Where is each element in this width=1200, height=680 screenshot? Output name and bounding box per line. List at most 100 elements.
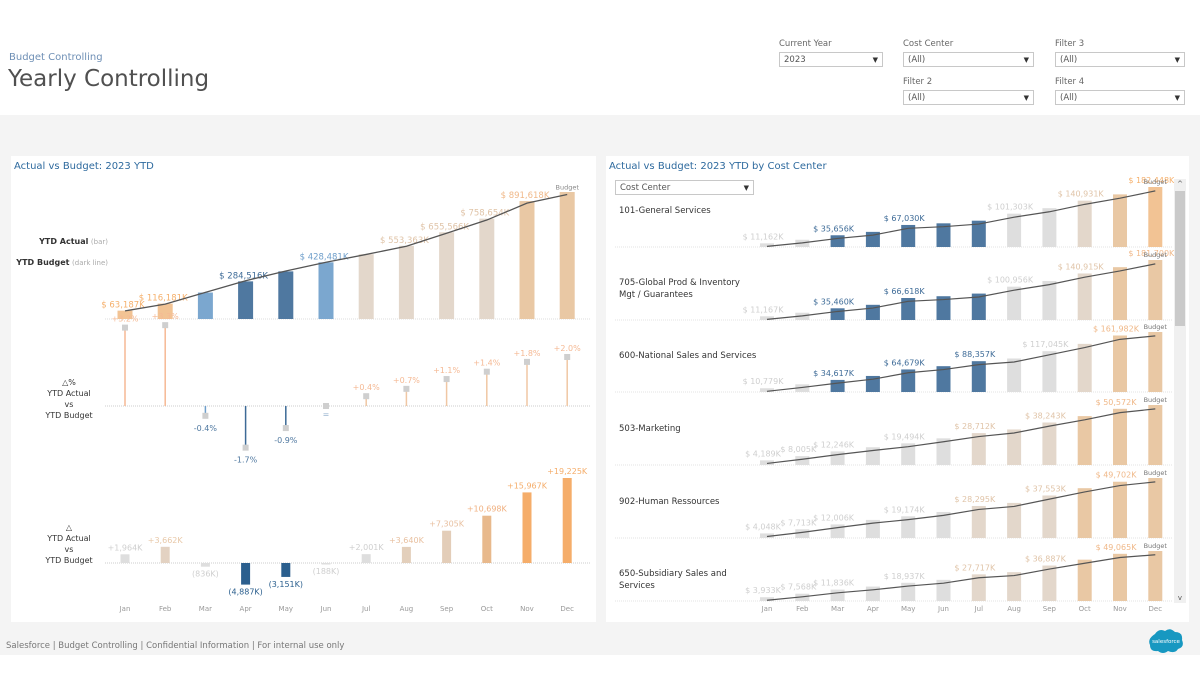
vertical-scrollbar[interactable]: ^ v bbox=[1174, 179, 1186, 603]
delta-bar bbox=[281, 563, 291, 577]
dashboard-subtitle: Budget Controlling bbox=[9, 52, 103, 63]
cc-bar bbox=[936, 296, 951, 320]
legend-budget-note: (dark line) bbox=[72, 259, 108, 267]
footer-text: Salesforce | Budget Controlling | Confid… bbox=[6, 641, 345, 651]
filter-4-dropdown[interactable]: (All) ▼ bbox=[1055, 90, 1185, 105]
abs-axis-label: △ YTD Actual vs YTD Budget bbox=[28, 522, 110, 566]
cc-bar-label: $ 4,189K bbox=[745, 449, 782, 458]
chevron-down-icon: ▼ bbox=[1023, 93, 1029, 102]
label-line: YTD Budget bbox=[45, 556, 93, 565]
budget-tag: Budget bbox=[1144, 178, 1168, 186]
cc-bar bbox=[936, 366, 951, 392]
budget-tag: Budget bbox=[1144, 542, 1168, 550]
scroll-down-icon[interactable]: v bbox=[1177, 594, 1183, 602]
pct-label: -1.7% bbox=[234, 456, 258, 465]
filter-label: Filter 4 bbox=[1055, 77, 1085, 87]
cc-bar bbox=[1077, 200, 1092, 247]
cc-bar-label: $ 101,303K bbox=[987, 203, 1034, 212]
filter-label: Filter 2 bbox=[903, 77, 933, 87]
legend-actual-note: (bar) bbox=[90, 238, 108, 246]
cc-bar-label: $ 140,931K bbox=[1058, 190, 1105, 199]
filter-current-year: Current Year 2023 ▼ bbox=[779, 39, 883, 67]
dashboard-header: Budget Controlling Yearly Controlling Cu… bbox=[0, 0, 1200, 115]
cc-bar-label: $ 12,246K bbox=[813, 440, 855, 449]
current-year-dropdown[interactable]: 2023 ▼ bbox=[779, 52, 883, 67]
label-line: YTD Budget bbox=[45, 411, 93, 420]
chevron-down-icon: ▼ bbox=[872, 55, 878, 64]
dropdown-value: (All) bbox=[1060, 54, 1078, 65]
delta-label: +15,967K bbox=[507, 481, 548, 490]
cc-bar-label: $ 161,982K bbox=[1093, 324, 1140, 333]
cost-center-name: 650-Subsidiary Sales and bbox=[619, 569, 727, 579]
salesforce-logo-icon[interactable]: salesforce bbox=[1147, 628, 1185, 654]
cc-bar bbox=[830, 235, 845, 247]
cc-bar-label: $ 88,357K bbox=[954, 350, 996, 359]
filter-2-dropdown[interactable]: (All) ▼ bbox=[903, 90, 1034, 105]
cc-bar bbox=[1042, 351, 1057, 392]
cost-center-charts: 101-General Services $ 11,162K $ 35,656K $ … bbox=[615, 176, 1175, 613]
filter-2: Filter 2 (All) ▼ bbox=[903, 77, 1034, 105]
pct-marker bbox=[524, 358, 530, 365]
cc-bar-label: $ 27,717K bbox=[954, 563, 996, 572]
budget-tag: Budget bbox=[1144, 396, 1168, 404]
pct-marker bbox=[483, 368, 490, 375]
bar-label: $ 116,181K bbox=[139, 294, 188, 304]
cost-center-selector[interactable]: Cost Center ▼ bbox=[615, 180, 754, 195]
cc-bar bbox=[971, 433, 986, 465]
cc-bar bbox=[971, 574, 986, 601]
month-tick: Jan bbox=[761, 605, 773, 613]
cc-bar-label: $ 36,887K bbox=[1025, 555, 1067, 564]
delta-bar bbox=[442, 530, 452, 563]
cc-bar bbox=[1148, 405, 1163, 465]
delta-bar bbox=[241, 563, 251, 585]
cc-bar-label: $ 18,937K bbox=[884, 572, 926, 581]
actual-bar bbox=[398, 245, 414, 319]
filter-label: Filter 3 bbox=[1055, 39, 1085, 49]
month-tick: Nov bbox=[520, 605, 534, 613]
scrollbar-thumb[interactable] bbox=[1175, 191, 1185, 326]
scroll-up-icon[interactable]: ^ bbox=[1177, 180, 1183, 188]
cc-bar bbox=[1007, 213, 1022, 247]
cc-bar bbox=[1077, 343, 1092, 392]
cc-bar-label: $ 7,568K bbox=[780, 583, 817, 592]
cc-bar bbox=[901, 298, 916, 320]
cc-bar bbox=[1113, 408, 1127, 465]
cc-bar bbox=[1042, 565, 1057, 601]
cc-bar bbox=[830, 379, 845, 392]
chevron-down-icon: ▼ bbox=[1023, 55, 1029, 64]
pct-label: -0.4% bbox=[194, 424, 218, 433]
cc-bar bbox=[1113, 194, 1127, 247]
logo-text: salesforce bbox=[1152, 639, 1180, 645]
pct-marker bbox=[122, 324, 128, 331]
pct-label: = bbox=[323, 410, 330, 419]
delta-label: +1,964K bbox=[108, 543, 144, 552]
delta-bar bbox=[120, 554, 130, 563]
cc-bar bbox=[971, 505, 986, 538]
ytd-charts: $ 63,187K$ 116,181K $ 284,516K $ 428,481K $… bbox=[101, 184, 590, 613]
delta-bar bbox=[160, 546, 170, 563]
cc-bar bbox=[760, 316, 774, 320]
cc-bar bbox=[1113, 553, 1127, 601]
delta-label: +3,662K bbox=[148, 536, 184, 545]
pct-marker bbox=[242, 444, 249, 451]
cc-bar-label: $ 35,460K bbox=[813, 297, 855, 306]
pct-axis-label: △% YTD Actual vs YTD Budget bbox=[28, 377, 110, 421]
pct-label: +1.4% bbox=[473, 359, 500, 368]
pct-label: +0.7% bbox=[393, 376, 420, 385]
cc-bar bbox=[936, 511, 951, 538]
cost-center-dropdown[interactable]: (All) ▼ bbox=[903, 52, 1034, 67]
delta-label: +10,698K bbox=[467, 505, 508, 514]
delta-label: (3,151K) bbox=[269, 580, 303, 589]
legend-budget: YTD Budget (dark line) bbox=[8, 257, 108, 269]
cost-center-panel bbox=[606, 156, 1189, 622]
bar-label: $ 758,654K bbox=[460, 209, 509, 219]
filter-3-dropdown[interactable]: (All) ▼ bbox=[1055, 52, 1185, 67]
pct-marker bbox=[162, 322, 169, 329]
month-tick: Sep bbox=[1043, 605, 1057, 613]
cc-bar-label: $ 12,006K bbox=[813, 513, 855, 522]
cc-bar bbox=[1148, 478, 1163, 538]
pct-label: +2.0% bbox=[554, 344, 581, 353]
pct-marker bbox=[282, 425, 289, 432]
cost-center-name-cont: Services bbox=[619, 581, 655, 591]
month-tick: Jun bbox=[320, 605, 332, 613]
